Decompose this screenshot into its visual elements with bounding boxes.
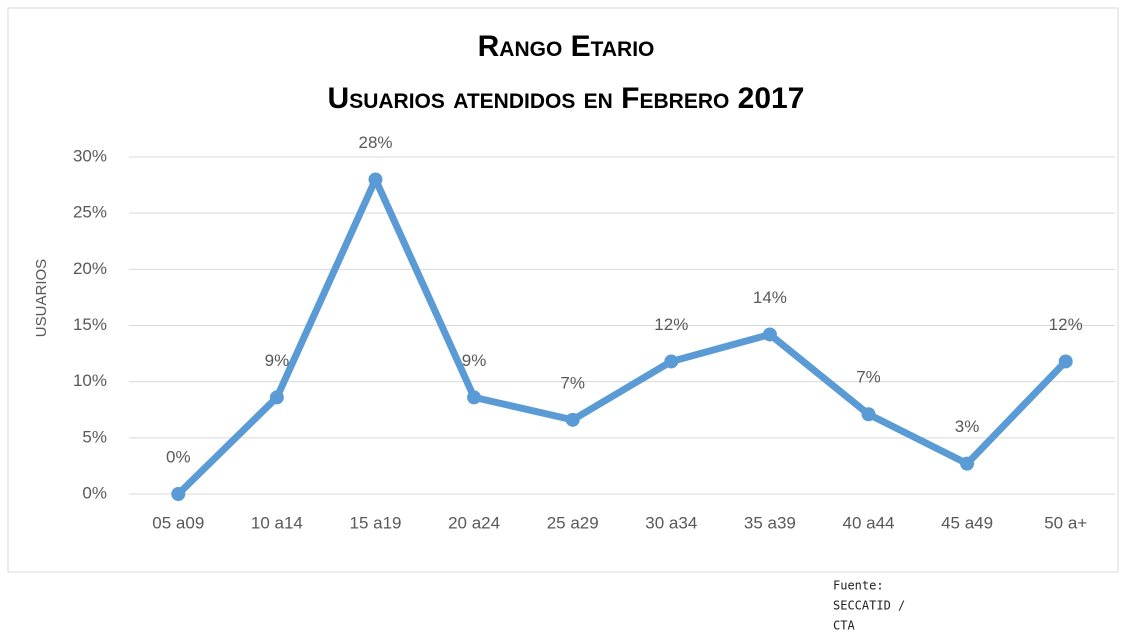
marker bbox=[762, 327, 777, 342]
y-axis-label: USUARIOS bbox=[33, 259, 50, 337]
y-tick-label: 15% bbox=[73, 315, 107, 334]
y-tick-label: 20% bbox=[73, 259, 107, 278]
marker bbox=[565, 412, 580, 427]
marker bbox=[960, 456, 975, 471]
marker bbox=[1058, 354, 1073, 369]
source-line: Fuente: bbox=[833, 579, 884, 593]
line bbox=[175, 175, 1069, 497]
data-label: 3% bbox=[955, 417, 980, 436]
data-label: 9% bbox=[462, 351, 487, 370]
marker bbox=[171, 487, 186, 501]
data-label: 12% bbox=[654, 315, 688, 334]
y-tick-label: 5% bbox=[82, 427, 107, 446]
data-label: 28% bbox=[358, 133, 392, 152]
x-tick-label: 05 a09 bbox=[152, 513, 204, 532]
x-tick-label: 20 a24 bbox=[448, 513, 500, 532]
x-tick-label: 35 a39 bbox=[744, 513, 796, 532]
x-tick-label: 30 a34 bbox=[645, 513, 697, 532]
y-tick-label: 30% bbox=[73, 146, 107, 165]
data-label: 7% bbox=[560, 373, 585, 392]
marker bbox=[664, 354, 679, 369]
data-label: 12% bbox=[1049, 315, 1083, 334]
x-tick-label: 50 a+ bbox=[1044, 513, 1087, 532]
data-label: 7% bbox=[856, 368, 881, 387]
source-line: SECCATID / bbox=[833, 599, 905, 613]
data-label: 0% bbox=[166, 447, 191, 466]
x-tick-label: 10 a14 bbox=[251, 513, 303, 532]
marker bbox=[368, 172, 383, 187]
source-line: CTA bbox=[833, 619, 855, 633]
marker bbox=[467, 390, 482, 405]
y-tick-label: 25% bbox=[73, 203, 107, 222]
x-tick-label: 40 a44 bbox=[843, 513, 895, 532]
data-label: 14% bbox=[753, 288, 787, 307]
x-tick-label: 25 a29 bbox=[547, 513, 599, 532]
x-tick-label: 15 a19 bbox=[350, 513, 402, 532]
chart-subtitle: Usuarios atendidos en Febrero 2017 bbox=[328, 82, 805, 115]
data-label: 9% bbox=[265, 351, 290, 370]
marker bbox=[861, 407, 876, 422]
y-tick-label: 0% bbox=[82, 483, 107, 502]
x-tick-label: 45 a49 bbox=[941, 513, 993, 532]
marker bbox=[269, 390, 284, 405]
chart-title: Rango Etario bbox=[478, 30, 655, 63]
y-tick-label: 10% bbox=[73, 371, 107, 390]
